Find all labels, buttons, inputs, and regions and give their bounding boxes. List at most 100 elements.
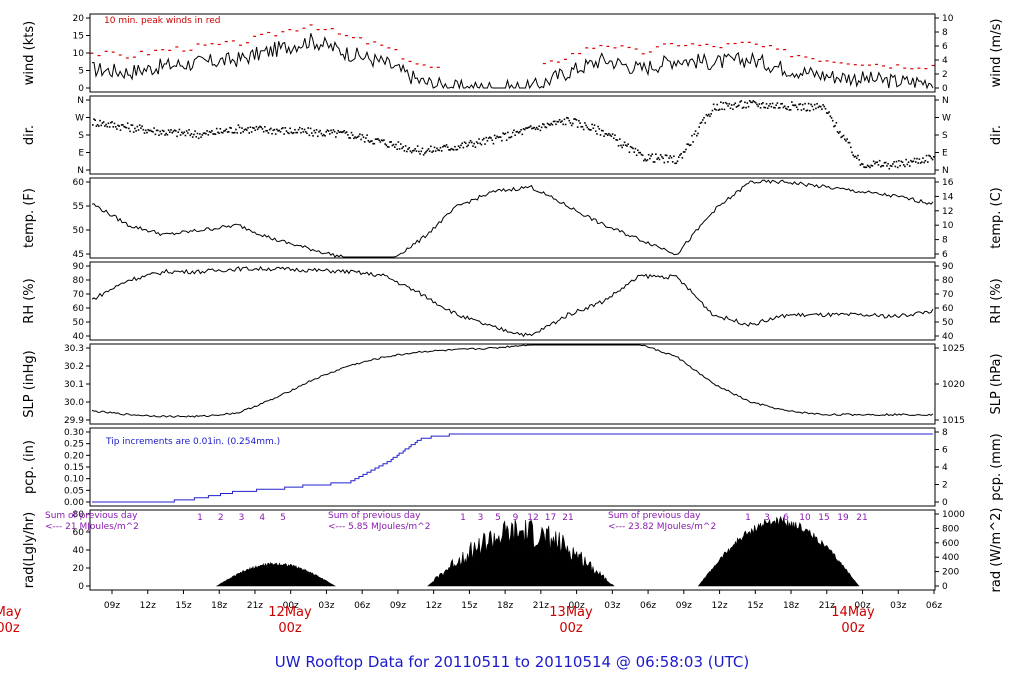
- dir-point: [262, 130, 265, 133]
- dir-point: [137, 129, 140, 131]
- dir-point: [874, 162, 876, 165]
- dir-point: [239, 132, 242, 134]
- radiation-hour-mark: 19: [837, 513, 849, 523]
- dir-point: [582, 128, 585, 131]
- dir-point: [93, 118, 95, 120]
- x-tick-label: 21z: [247, 601, 263, 611]
- dir-point: [371, 140, 373, 142]
- dir-point: [367, 139, 370, 142]
- dir-point: [445, 144, 448, 146]
- y-tick-label-right: 1020: [942, 380, 965, 390]
- dir-point: [113, 122, 116, 125]
- y-tick-label-right: 6: [942, 446, 948, 456]
- chart-footer: UW Rooftop Data for 20110511 to 20110514…: [275, 653, 749, 671]
- dir-point: [847, 141, 850, 144]
- dir-point: [669, 155, 672, 157]
- dir-point: [267, 132, 270, 134]
- dir-point: [567, 117, 569, 119]
- dir-point: [858, 159, 861, 161]
- dir-point: [138, 124, 141, 126]
- y-tick-label: 0.30: [64, 428, 84, 438]
- dir-point: [538, 125, 540, 127]
- dir-point: [579, 122, 581, 124]
- dir-point: [652, 161, 655, 163]
- dir-point: [687, 143, 690, 146]
- y-axis-label-left: pcp. (in): [22, 440, 37, 494]
- dir-point: [627, 143, 630, 145]
- dir-point: [152, 131, 154, 133]
- dir-point: [377, 138, 379, 140]
- dir-point: [889, 164, 892, 167]
- dir-point: [705, 113, 708, 116]
- dir-point: [616, 139, 619, 141]
- dir-point: [611, 133, 614, 135]
- dir-point: [841, 135, 844, 138]
- dir-point: [310, 132, 313, 134]
- dir-point: [235, 128, 237, 131]
- dir-point: [420, 150, 423, 153]
- dir-point: [645, 159, 648, 162]
- y-tick-label-right: 8: [942, 236, 948, 246]
- dir-point: [745, 106, 747, 109]
- dir-point: [870, 164, 873, 167]
- dir-point: [570, 124, 573, 127]
- dir-point: [529, 125, 532, 127]
- y-tick-label: 60: [73, 304, 85, 314]
- y-tick-label-right: 800: [942, 524, 959, 534]
- dir-point: [369, 140, 372, 143]
- dir-point: [403, 150, 406, 152]
- dir-point: [739, 101, 741, 103]
- dir-point: [623, 141, 626, 144]
- dir-point: [98, 125, 100, 127]
- dir-point: [864, 166, 867, 169]
- dir-point: [517, 132, 520, 134]
- dir-point: [655, 153, 657, 155]
- dir-point: [252, 126, 254, 129]
- dir-point: [126, 122, 129, 125]
- dir-point: [451, 148, 454, 151]
- dir-point: [316, 135, 319, 138]
- dir-point: [768, 105, 770, 107]
- dir-point: [825, 112, 828, 114]
- dir-point: [572, 122, 574, 125]
- dir-point: [410, 151, 413, 154]
- x-tick-label: 09z: [390, 601, 406, 611]
- dir-point: [818, 105, 821, 108]
- dir-point: [791, 101, 793, 103]
- dir-point: [241, 127, 243, 129]
- dir-point: [493, 134, 496, 137]
- dir-point: [925, 154, 928, 157]
- dir-point: [161, 129, 164, 132]
- dir-point: [604, 132, 607, 135]
- dir-point: [283, 133, 285, 135]
- dir-point: [730, 104, 733, 106]
- dir-point: [199, 133, 201, 135]
- dir-point: [859, 164, 862, 166]
- dir-point: [461, 142, 463, 145]
- y-tick-label-right: 2: [942, 70, 948, 80]
- rh-series: [91, 265, 934, 338]
- dir-point: [629, 145, 632, 148]
- dir-point: [770, 105, 773, 108]
- dir-point: [545, 126, 548, 129]
- dir-point: [279, 131, 282, 133]
- dir-point: [496, 135, 498, 138]
- dir-point: [326, 129, 329, 131]
- dir-point: [96, 123, 99, 126]
- dir-point: [809, 109, 811, 112]
- dir-point: [617, 144, 620, 147]
- dir-point: [359, 133, 361, 135]
- dir-point: [680, 152, 682, 155]
- dir-point: [181, 131, 183, 134]
- dir-point: [443, 144, 445, 147]
- y-axis-label-left: wind (kts): [22, 21, 37, 85]
- dir-point: [129, 130, 131, 133]
- y-tick-label: 70: [73, 290, 85, 300]
- dir-point: [551, 123, 554, 126]
- dir-point: [202, 132, 205, 135]
- dir-point: [351, 134, 354, 136]
- dir-point: [425, 151, 427, 153]
- dir-point: [223, 130, 225, 132]
- dir-point: [697, 132, 699, 135]
- dir-point: [438, 149, 441, 152]
